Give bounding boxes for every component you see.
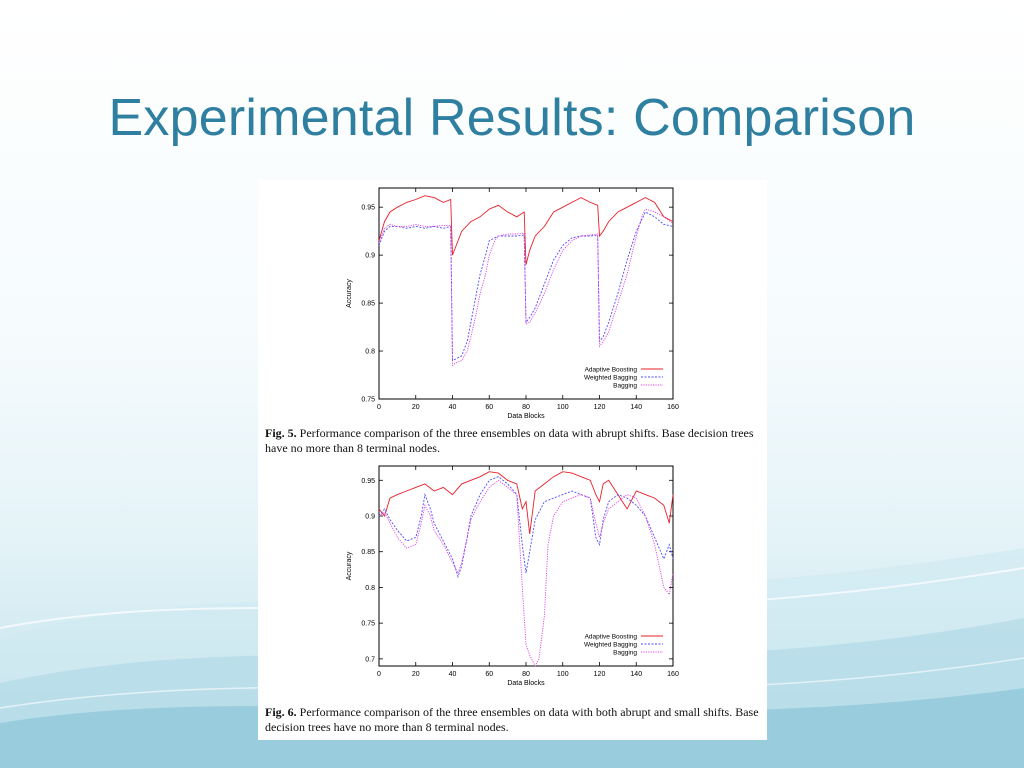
- figure-caption-6: Fig. 6. Performance comparison of the th…: [265, 705, 765, 735]
- y-tick-label: 0.75: [361, 621, 375, 628]
- caption-label: Fig. 6.: [265, 705, 297, 719]
- x-tick-label: 140: [630, 671, 642, 678]
- x-tick-label: 60: [485, 404, 493, 411]
- y-tick-label: 0.95: [361, 478, 375, 485]
- x-tick-label: 120: [594, 671, 606, 678]
- series-line: [378, 211, 674, 362]
- x-tick-label: 0: [377, 404, 381, 411]
- x-tick-label: 40: [449, 404, 457, 411]
- series-line: [378, 195, 674, 265]
- caption-text: Performance comparison of the three ense…: [265, 705, 759, 734]
- legend-label: Adaptive Boosting: [585, 367, 638, 374]
- caption-text: Performance comparison of the three ense…: [265, 426, 754, 455]
- y-tick-label: 0.8: [365, 349, 375, 356]
- x-tick-label: 80: [522, 404, 530, 411]
- x-tick-label: 0: [377, 671, 381, 678]
- x-tick-label: 100: [557, 671, 569, 678]
- x-tick-label: 160: [667, 671, 679, 678]
- x-axis-label: Data Blocks: [507, 413, 545, 418]
- y-tick-label: 0.85: [361, 549, 375, 556]
- y-tick-label: 0.9: [365, 514, 375, 521]
- legend-box: [571, 361, 665, 391]
- legend-box: [571, 628, 665, 658]
- caption-label: Fig. 5.: [265, 426, 297, 440]
- x-tick-label: 40: [449, 671, 457, 678]
- y-tick-label: 0.7: [365, 656, 375, 663]
- y-tick-label: 0.75: [361, 397, 375, 404]
- x-tick-label: 100: [557, 404, 569, 411]
- legend-label: Weighted Bagging: [584, 642, 637, 649]
- y-tick-label: 0.85: [361, 301, 375, 308]
- series-line: [378, 471, 674, 534]
- x-tick-label: 60: [485, 671, 493, 678]
- figure-image: 0 20 40 60 80 100 120 140 160 0.75 0.8 0.85 0.9 0.95 D…: [258, 180, 767, 740]
- figure-caption-5: Fig. 5. Performance comparison of the th…: [265, 426, 765, 456]
- x-tick-label: 120: [594, 404, 606, 411]
- legend-label: Adaptive Boosting: [585, 634, 638, 641]
- chart-fig5: 0 20 40 60 80 100 120 140 160 0.75 0.8 0.85 0.9 0.95 D…: [346, 187, 679, 418]
- series-line: [378, 479, 674, 667]
- x-tick-label: 20: [412, 671, 420, 678]
- x-tick-label: 140: [630, 404, 642, 411]
- y-tick-label: 0.8: [365, 585, 375, 592]
- y-axis-label: Accuracy: [346, 279, 353, 308]
- x-tick-label: 160: [667, 404, 679, 411]
- legend-label: Bagging: [613, 383, 637, 390]
- y-tick-label: 0.9: [365, 253, 375, 260]
- chart-fig6: 0 20 40 60 80 100 120 140 160 0.7 0.75 0.8 0.85 0.9 0.…: [346, 465, 679, 687]
- series-line: [378, 208, 674, 367]
- x-tick-label: 80: [522, 671, 530, 678]
- y-axis-label: Accuracy: [346, 551, 353, 580]
- x-tick-label: 20: [412, 404, 420, 411]
- slide-title: Experimental Results: Comparison: [108, 89, 916, 147]
- x-axis-label: Data Blocks: [507, 680, 545, 687]
- legend-label: Bagging: [613, 650, 637, 657]
- legend-label: Weighted Bagging: [584, 375, 637, 382]
- y-tick-label: 0.95: [361, 205, 375, 212]
- series-line: [378, 476, 674, 579]
